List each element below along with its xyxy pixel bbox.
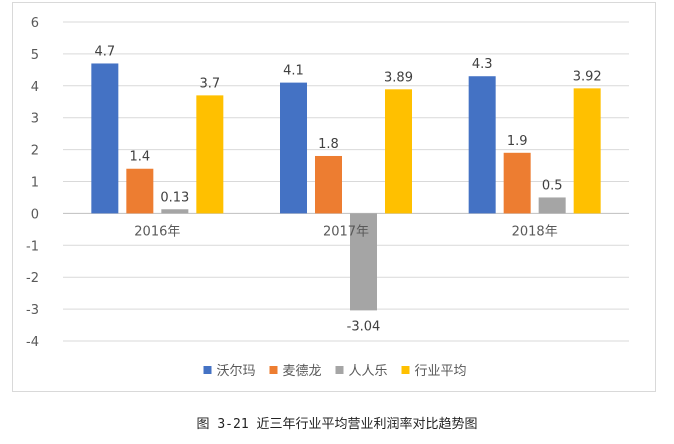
bar xyxy=(161,209,189,214)
data-label: 4.1 xyxy=(283,64,304,79)
legend-label: 人人乐 xyxy=(349,364,388,379)
y-tick-label: 1 xyxy=(31,176,39,191)
data-label: 1.9 xyxy=(507,134,528,149)
y-tick-label: -1 xyxy=(26,239,39,254)
legend-label: 沃尔玛 xyxy=(217,364,256,379)
y-tick-label: 0 xyxy=(31,207,39,222)
data-label: 4.7 xyxy=(94,44,115,59)
bar xyxy=(126,168,154,214)
legend-swatch xyxy=(269,366,278,374)
bar xyxy=(503,152,531,214)
bar xyxy=(538,197,566,214)
bar xyxy=(350,213,377,311)
data-label: 0.13 xyxy=(160,190,189,205)
bar xyxy=(315,155,342,214)
y-tick-label: -4 xyxy=(26,335,39,350)
legend-label: 行业平均 xyxy=(415,364,467,379)
figure-caption: 图 3-21 近三年行业平均营业利润率对比趋势图 xyxy=(196,417,478,432)
x-category-label: 2018年 xyxy=(512,224,558,239)
data-label: 3.7 xyxy=(199,76,220,91)
bar xyxy=(196,95,224,214)
y-tick-label: 6 xyxy=(31,16,39,31)
bar xyxy=(468,76,496,214)
bar xyxy=(280,82,307,214)
bar xyxy=(385,89,412,214)
chart-svg: 6 5 4 3 2 1 0 -1 -2 -3 -4 4.7 1.4 0.13 3.7 2016年 4.1 1.8 -… xyxy=(26,16,629,379)
y-tick-label: 2 xyxy=(31,144,39,159)
data-label: -3.04 xyxy=(347,319,381,334)
legend-swatch xyxy=(335,366,344,374)
bar xyxy=(573,88,601,214)
bar xyxy=(91,63,119,214)
legend-swatch xyxy=(401,366,410,374)
data-label: 1.4 xyxy=(129,150,150,165)
y-tick-label: 5 xyxy=(31,48,39,63)
legend-label: 麦德龙 xyxy=(283,364,322,379)
data-label: 3.89 xyxy=(384,70,413,85)
x-category-label: 2017年 xyxy=(323,224,369,239)
y-tick-label: 3 xyxy=(31,112,39,127)
y-tick-label: -3 xyxy=(26,303,39,318)
chart-frame: 6 5 4 3 2 1 0 -1 -2 -3 -4 4.7 1.4 0.13 3.7 2016年 4.1 1.8 -… xyxy=(12,2,656,392)
y-tick-label: 4 xyxy=(31,80,39,95)
data-label: 4.3 xyxy=(472,57,493,72)
data-label: 0.5 xyxy=(542,178,563,193)
legend-swatch xyxy=(203,366,212,374)
x-category-label: 2016年 xyxy=(134,224,180,239)
data-label: 1.8 xyxy=(318,137,339,152)
y-tick-label: -2 xyxy=(26,271,39,286)
data-label: 3.92 xyxy=(573,69,602,84)
